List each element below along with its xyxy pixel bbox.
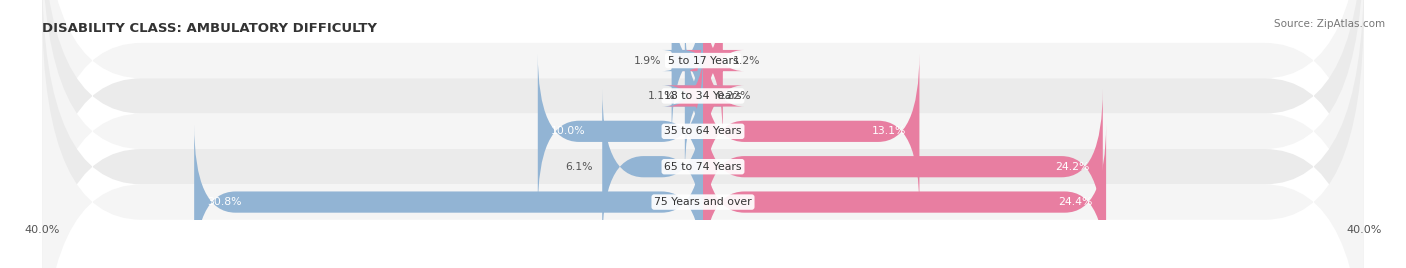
Text: 30.8%: 30.8% [207,197,242,207]
FancyBboxPatch shape [42,8,1364,268]
FancyBboxPatch shape [703,54,920,209]
Text: 24.4%: 24.4% [1059,197,1092,207]
FancyBboxPatch shape [703,89,1102,244]
Text: 6.1%: 6.1% [565,162,592,172]
FancyBboxPatch shape [42,0,1364,268]
FancyBboxPatch shape [662,18,725,174]
Text: 75 Years and over: 75 Years and over [654,197,752,207]
Text: 1.2%: 1.2% [733,55,761,66]
Text: 65 to 74 Years: 65 to 74 Years [664,162,742,172]
FancyBboxPatch shape [682,0,744,138]
FancyBboxPatch shape [665,18,744,174]
FancyBboxPatch shape [602,89,703,244]
Text: 35 to 64 Years: 35 to 64 Years [664,126,742,136]
FancyBboxPatch shape [194,124,703,268]
Text: 10.0%: 10.0% [551,126,586,136]
FancyBboxPatch shape [537,54,703,209]
FancyBboxPatch shape [42,0,1364,268]
Text: 5 to 17 Years: 5 to 17 Years [668,55,738,66]
Text: Source: ZipAtlas.com: Source: ZipAtlas.com [1274,19,1385,29]
Text: 1.9%: 1.9% [634,55,662,66]
Text: 1.1%: 1.1% [647,91,675,101]
FancyBboxPatch shape [703,124,1107,268]
Text: 24.2%: 24.2% [1056,162,1090,172]
FancyBboxPatch shape [42,0,1364,268]
Text: 13.1%: 13.1% [872,126,907,136]
FancyBboxPatch shape [42,0,1364,255]
Text: 18 to 34 Years: 18 to 34 Years [664,91,742,101]
Text: 0.22%: 0.22% [717,91,751,101]
FancyBboxPatch shape [662,0,713,138]
Text: DISABILITY CLASS: AMBULATORY DIFFICULTY: DISABILITY CLASS: AMBULATORY DIFFICULTY [42,22,377,35]
